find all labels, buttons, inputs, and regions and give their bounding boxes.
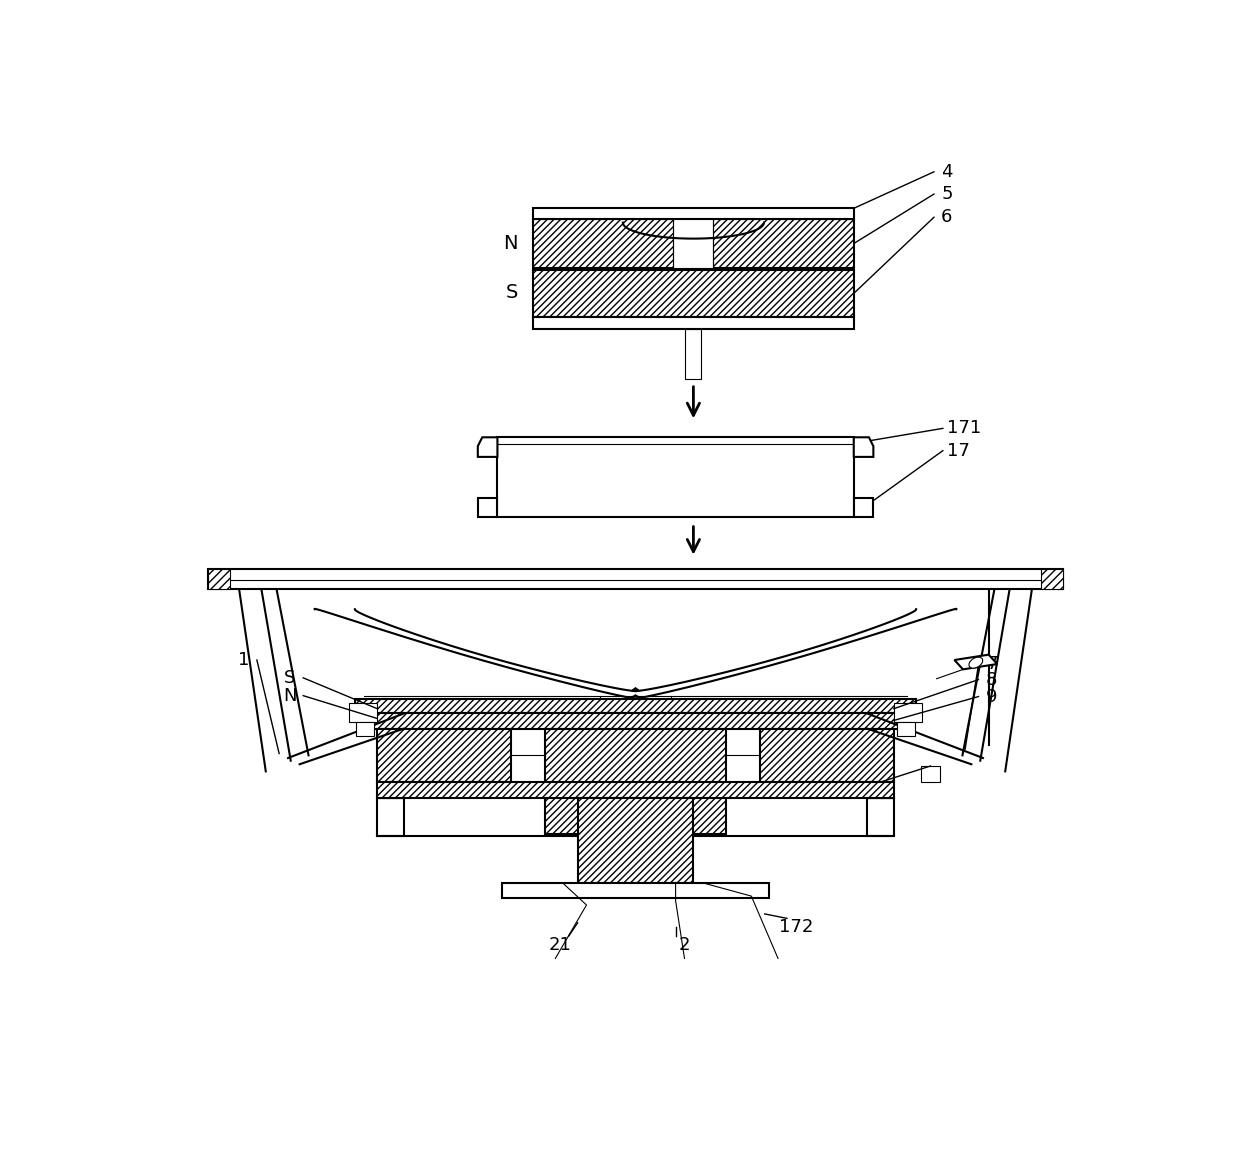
Ellipse shape xyxy=(968,657,983,669)
Bar xyxy=(533,317,854,330)
Bar xyxy=(533,208,854,219)
Bar xyxy=(854,498,873,517)
Text: 7: 7 xyxy=(986,656,998,673)
Bar xyxy=(673,219,713,268)
Text: 171: 171 xyxy=(947,419,982,437)
Text: 8: 8 xyxy=(986,671,997,688)
Bar xyxy=(760,729,894,782)
Bar xyxy=(208,569,1063,589)
Text: 17: 17 xyxy=(947,442,970,459)
Bar xyxy=(363,714,908,729)
Polygon shape xyxy=(955,655,997,670)
Text: N: N xyxy=(283,686,296,705)
Text: 4: 4 xyxy=(941,163,952,180)
Bar xyxy=(578,798,693,883)
Polygon shape xyxy=(854,437,873,457)
Bar xyxy=(377,798,404,835)
Bar xyxy=(348,702,377,722)
Bar xyxy=(920,766,940,782)
Bar xyxy=(533,270,854,317)
Bar xyxy=(356,722,373,736)
Bar xyxy=(898,722,915,736)
Text: 5: 5 xyxy=(941,185,952,204)
Bar xyxy=(502,883,769,898)
Bar xyxy=(355,699,916,714)
Text: S: S xyxy=(506,283,518,302)
Bar xyxy=(533,219,854,268)
Bar xyxy=(867,798,894,835)
Bar xyxy=(544,729,727,834)
Text: 172: 172 xyxy=(779,919,813,936)
Bar xyxy=(1040,569,1063,589)
Bar xyxy=(497,437,854,517)
Text: 22: 22 xyxy=(856,773,879,791)
Polygon shape xyxy=(477,437,497,457)
Text: N: N xyxy=(503,234,518,252)
Text: 9: 9 xyxy=(986,687,998,706)
Bar xyxy=(686,330,702,379)
Bar xyxy=(377,729,511,782)
Bar xyxy=(894,702,923,722)
Text: 6: 6 xyxy=(941,208,952,227)
Bar xyxy=(377,782,894,798)
Bar xyxy=(544,729,727,782)
Text: 21: 21 xyxy=(548,936,572,955)
Text: S: S xyxy=(284,669,295,687)
Text: 1: 1 xyxy=(238,651,249,669)
Bar xyxy=(208,569,231,589)
Bar xyxy=(477,498,497,517)
Text: 2: 2 xyxy=(678,936,691,955)
